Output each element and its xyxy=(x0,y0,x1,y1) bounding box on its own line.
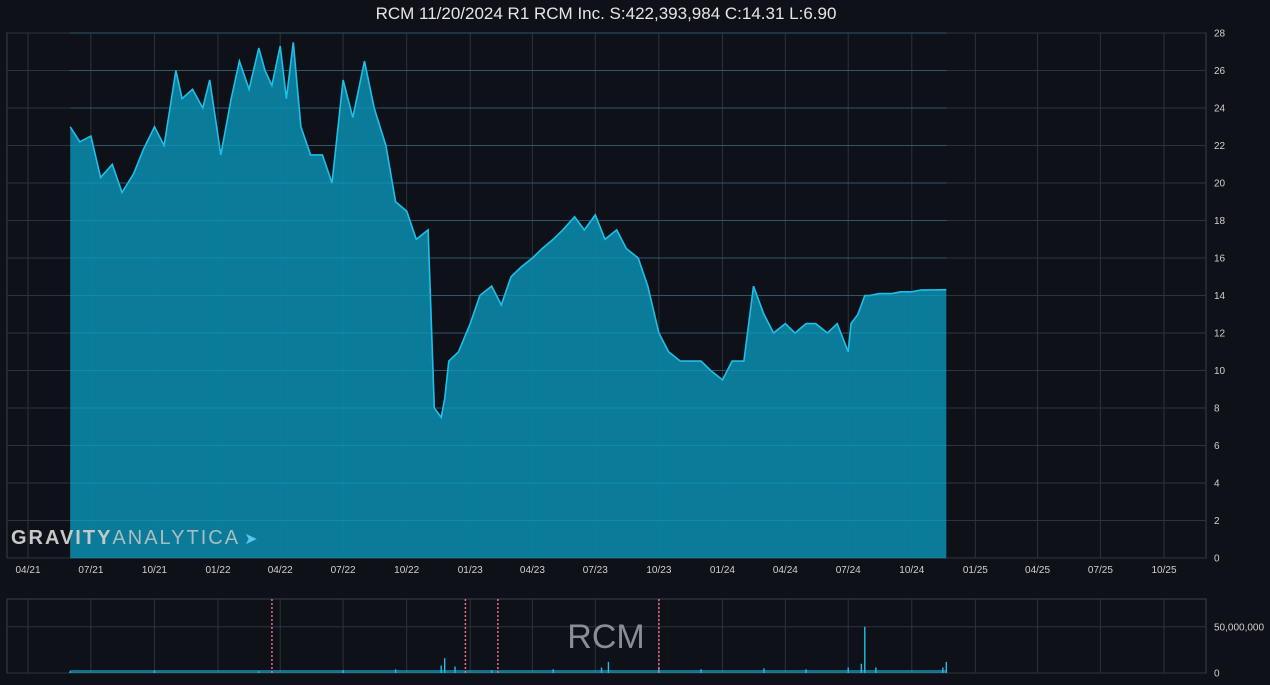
x-tick-label: 07/23 xyxy=(583,565,608,576)
y-tick-label: 24 xyxy=(1214,104,1226,115)
x-tick-label: 04/24 xyxy=(773,565,798,576)
chart-title: RCM 11/20/2024 R1 RCM Inc. S:422,393,984… xyxy=(375,4,837,23)
y-tick-label: 8 xyxy=(1214,404,1220,415)
x-tick-label: 04/23 xyxy=(520,565,545,576)
x-tick-label: 10/24 xyxy=(899,565,924,576)
y-tick-label: 2 xyxy=(1214,516,1220,527)
x-tick-label: 07/25 xyxy=(1088,565,1113,576)
x-tick-label: 01/25 xyxy=(963,565,988,576)
watermark-text-gravity: GRAVITY xyxy=(11,527,113,549)
volume-title: RCM xyxy=(567,618,644,656)
x-tick-label: 10/22 xyxy=(394,565,419,576)
price-area xyxy=(70,42,947,558)
volume-plot-area xyxy=(6,598,1207,674)
y-tick-label: 4 xyxy=(1214,479,1220,490)
y-tick-label: 20 xyxy=(1214,179,1226,190)
y-tick-label: 0 xyxy=(1214,554,1220,565)
volume-y-tick-label: 0 xyxy=(1214,669,1220,680)
volume-baseline xyxy=(70,670,947,673)
y-tick-label: 18 xyxy=(1214,216,1226,227)
x-tick-label: 10/21 xyxy=(142,565,167,576)
x-tick-label: 04/25 xyxy=(1025,565,1050,576)
y-tick-label: 6 xyxy=(1214,441,1220,452)
x-tick-label: 01/23 xyxy=(458,565,483,576)
x-tick-label: 10/23 xyxy=(646,565,671,576)
y-tick-label: 16 xyxy=(1214,254,1226,265)
y-tick-label: 22 xyxy=(1214,141,1226,152)
x-tick-label: 01/22 xyxy=(206,565,231,576)
y-tick-label: 14 xyxy=(1214,291,1226,302)
price-line xyxy=(69,42,947,420)
y-tick-label: 28 xyxy=(1214,29,1226,40)
y-tick-label: 10 xyxy=(1214,366,1226,377)
y-tick-label: 12 xyxy=(1214,329,1226,340)
x-tick-label: 04/22 xyxy=(268,565,293,576)
x-tick-label: 10/25 xyxy=(1151,565,1176,576)
x-tick-label: 07/24 xyxy=(836,565,861,576)
watermark-logo: GRAVITYANALYTICA ➤ xyxy=(11,527,260,550)
watermark-text-analytica: ANALYTICA xyxy=(112,527,241,549)
x-tick-label: 01/24 xyxy=(710,565,735,576)
x-tick-label: 07/21 xyxy=(78,565,103,576)
volume-y-tick-label: 50,000,000 xyxy=(1214,622,1264,633)
x-tick-label: 04/21 xyxy=(15,565,40,576)
rocket-icon: ➤ xyxy=(244,531,260,548)
y-tick-label: 26 xyxy=(1214,66,1226,77)
x-tick-label: 07/22 xyxy=(331,565,356,576)
